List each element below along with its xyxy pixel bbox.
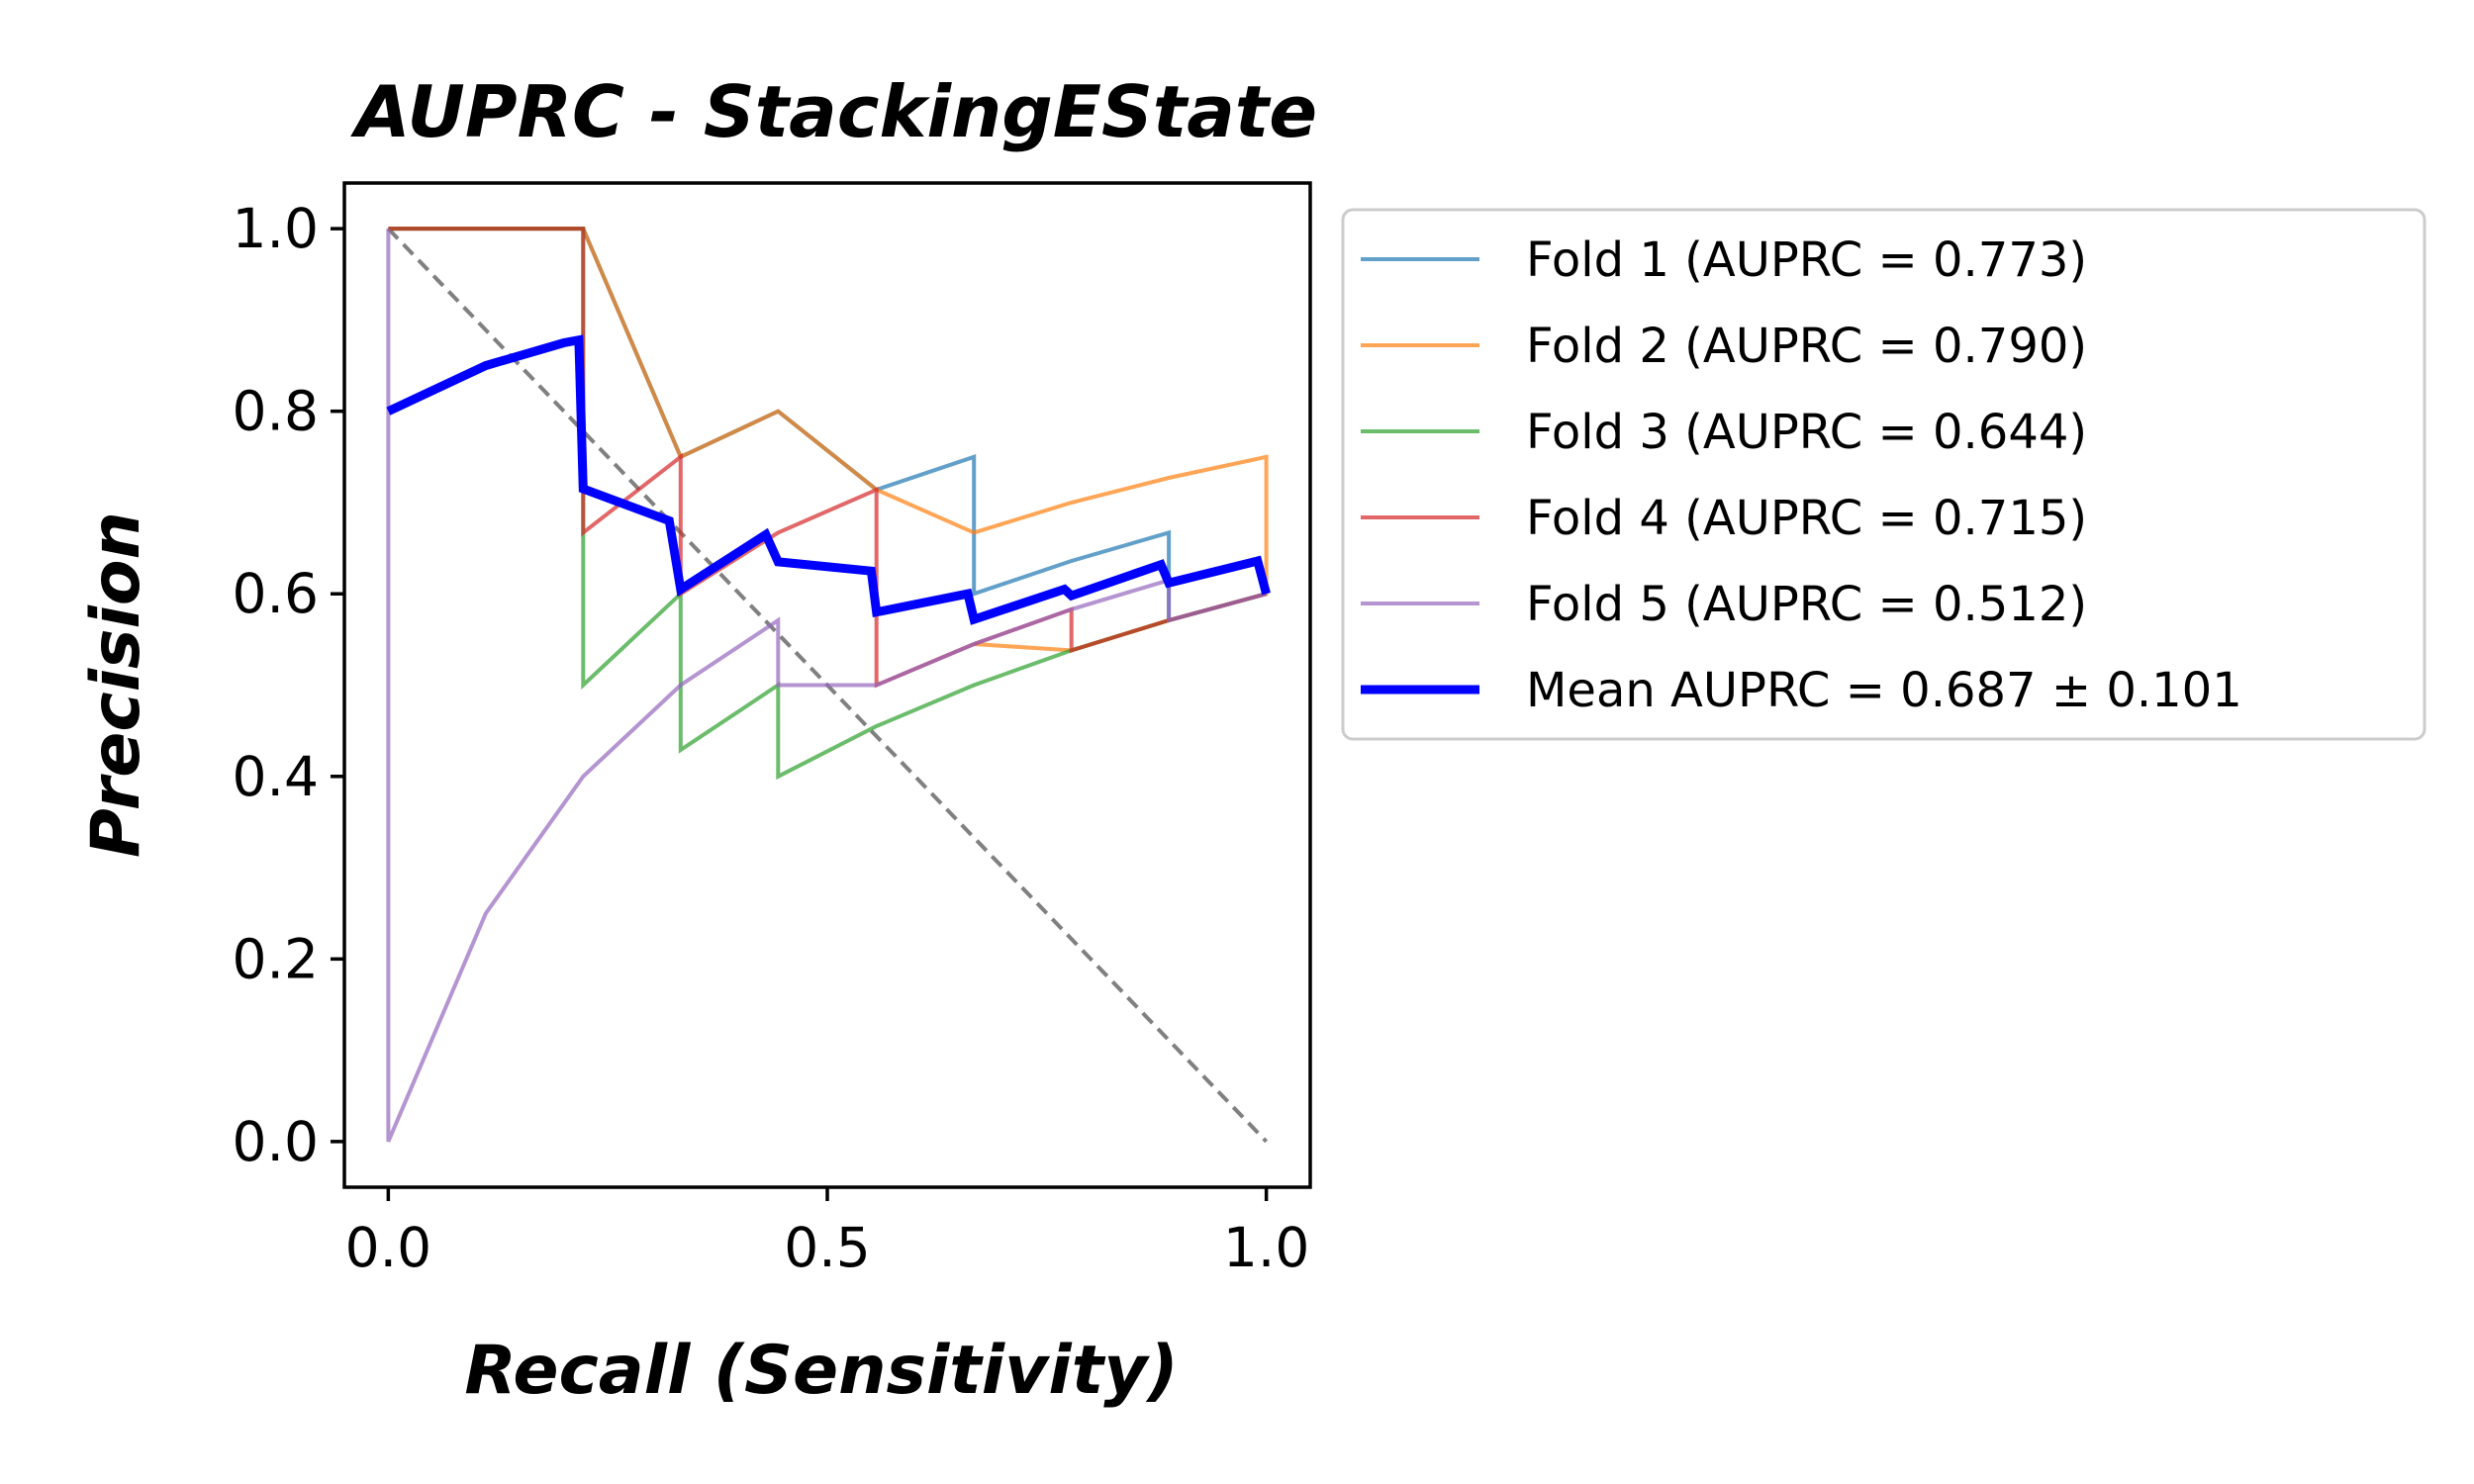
y-tick-label: 1.0 [233, 197, 319, 260]
legend-label-fold-1: Fold 1 (AUPRC = 0.773) [1526, 232, 2087, 288]
y-tick-label: 0.2 [233, 927, 319, 990]
legend-label-fold-5: Fold 5 (AUPRC = 0.512) [1526, 577, 2087, 632]
legend-label-fold-3: Fold 3 (AUPRC = 0.644) [1526, 405, 2087, 460]
series-line-fold-4 [388, 227, 1268, 689]
legend: Fold 1 (AUPRC = 0.773) Fold 2 (AUPRC = 0.… [1341, 208, 2426, 741]
chart-title: AUPRC - StackingEState [350, 70, 1317, 153]
series-line-mean [386, 334, 1271, 625]
legend-label-fold-4: Fold 4 (AUPRC = 0.715) [1526, 491, 2087, 546]
y-tick-label: 0.4 [233, 745, 319, 808]
y-tick-label: 0.0 [233, 1110, 319, 1173]
x-axis-label: Recall (Sensitivity) [464, 1332, 1178, 1410]
y-axis-label: Precision [77, 511, 155, 858]
plot-area: 0.0 0.5 1.0 0.0 0.2 0.4 0.6 0.8 1.0 [233, 181, 1312, 1279]
y-tick-label: 0.8 [233, 380, 319, 443]
legend-box [1341, 208, 2426, 741]
legend-label-fold-2: Fold 2 (AUPRC = 0.790) [1526, 319, 2087, 374]
x-tick-label: 1.0 [1223, 1216, 1309, 1279]
legend-label-mean: Mean AUPRC = 0.687 ± 0.101 [1526, 663, 2242, 718]
y-tick-label: 0.6 [233, 562, 319, 625]
x-tick-label: 0.0 [345, 1216, 431, 1279]
x-tick-label: 0.5 [784, 1216, 870, 1279]
